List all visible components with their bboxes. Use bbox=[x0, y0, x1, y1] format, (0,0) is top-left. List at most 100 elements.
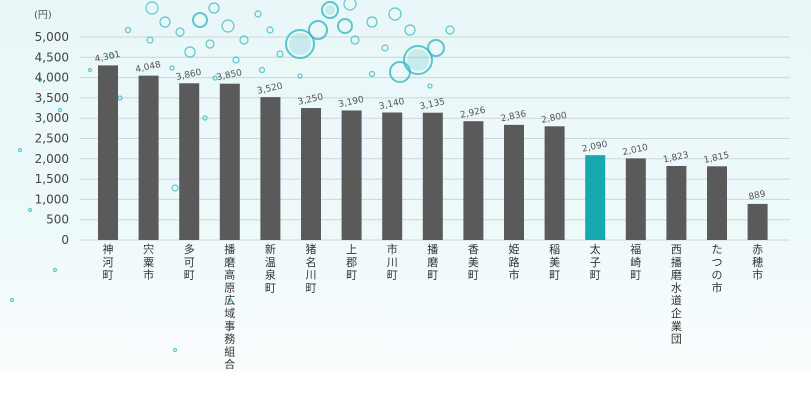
category-label: 太子町 bbox=[590, 243, 601, 282]
bubble bbox=[184, 46, 196, 58]
bubble bbox=[254, 10, 262, 18]
bars bbox=[98, 65, 768, 241]
bubble bbox=[208, 2, 220, 14]
y-tick-label: 0 bbox=[61, 233, 69, 247]
bubble bbox=[350, 35, 360, 45]
bubble bbox=[87, 67, 93, 73]
bubble bbox=[389, 61, 411, 83]
bubble bbox=[366, 16, 378, 28]
bubble bbox=[172, 347, 178, 353]
bubble bbox=[321, 1, 339, 19]
data-label: 3,850 bbox=[216, 68, 244, 83]
bubble bbox=[404, 24, 416, 36]
bubble bbox=[57, 107, 63, 113]
bar bbox=[504, 124, 524, 240]
bubble bbox=[17, 147, 23, 153]
y-tick-label: 500 bbox=[46, 213, 69, 227]
bar bbox=[98, 65, 118, 241]
data-label: 3,140 bbox=[378, 97, 406, 112]
bar bbox=[341, 110, 362, 241]
bubble bbox=[239, 35, 249, 45]
bubble bbox=[202, 115, 208, 121]
category-label: 姫路市 bbox=[509, 242, 520, 282]
data-label: 3,250 bbox=[297, 92, 325, 107]
category-label: 西播磨水道企業団 bbox=[671, 243, 682, 346]
y-tick-label: 3,000 bbox=[35, 111, 69, 125]
bubble bbox=[124, 26, 132, 34]
bubble bbox=[27, 207, 33, 213]
bar bbox=[301, 108, 321, 240]
bubble bbox=[388, 7, 402, 21]
category-label: 福崎町 bbox=[630, 242, 641, 282]
data-label: 2,836 bbox=[500, 109, 528, 124]
bar bbox=[463, 121, 484, 240]
data-label: 4,048 bbox=[135, 60, 163, 75]
bubble bbox=[52, 267, 58, 273]
category-label: 稲美町 bbox=[549, 243, 560, 282]
water-bubbles-decoration bbox=[9, 0, 455, 353]
data-label: 2,090 bbox=[581, 140, 609, 155]
bubble bbox=[175, 27, 185, 37]
bubble bbox=[9, 297, 15, 303]
bubble bbox=[221, 19, 235, 33]
category-label: 多可町 bbox=[184, 242, 195, 282]
bubble bbox=[308, 20, 328, 40]
category-label: 新温泉町 bbox=[265, 242, 276, 294]
bar bbox=[138, 75, 159, 240]
y-tick-label: 1,000 bbox=[35, 192, 69, 206]
bar bbox=[219, 83, 240, 240]
data-label: 3,860 bbox=[175, 68, 203, 83]
y-tick-label: 2,500 bbox=[35, 132, 69, 146]
bubble bbox=[192, 12, 208, 28]
category-label: 上郡町 bbox=[346, 243, 357, 282]
bar bbox=[666, 165, 687, 240]
bar bbox=[260, 97, 281, 240]
bar bbox=[544, 126, 565, 240]
y-tick-label: 5,000 bbox=[35, 30, 69, 44]
bar bbox=[707, 166, 727, 240]
bubble bbox=[169, 65, 175, 71]
data-label: 4,301 bbox=[94, 50, 121, 65]
bar bbox=[625, 158, 646, 240]
y-axis-ticks: 5,000 4,500 4,000 3,500 3,000 2,500 2,000 1,500… bbox=[35, 30, 69, 247]
bubble bbox=[445, 25, 455, 35]
bar bbox=[382, 112, 403, 240]
bar bbox=[747, 203, 768, 240]
data-label: 1,823 bbox=[662, 150, 689, 165]
bubble bbox=[212, 75, 218, 81]
bubble bbox=[343, 0, 357, 11]
bottom-white-band bbox=[0, 372, 811, 416]
bubble-fill bbox=[325, 5, 335, 15]
data-label: 1,815 bbox=[703, 151, 730, 166]
bubble bbox=[171, 184, 179, 192]
bubble-fill bbox=[407, 49, 429, 71]
bubble-fill bbox=[289, 33, 311, 55]
bubble bbox=[159, 16, 171, 28]
category-label: 宍粟市 bbox=[143, 242, 154, 282]
data-label: 3,190 bbox=[338, 95, 366, 110]
category-labels: 神河町 宍粟市 多可町 播磨高原広域事務組合 新温泉町 猪名川町 上郡町 市川町 播磨町 香美町 姫… bbox=[103, 242, 764, 371]
data-label: 3,520 bbox=[256, 82, 284, 97]
bar bbox=[179, 83, 200, 240]
data-label: 2,800 bbox=[541, 111, 569, 126]
bubble bbox=[258, 66, 266, 74]
bar bbox=[422, 112, 443, 240]
bubble bbox=[205, 39, 215, 49]
category-label: 香美町 bbox=[468, 243, 479, 282]
y-axis-unit-label: (円) bbox=[34, 10, 52, 21]
data-label: 889 bbox=[748, 189, 767, 202]
bubble bbox=[109, 53, 115, 59]
category-label: 猪名川町 bbox=[306, 243, 317, 294]
data-label: 2,010 bbox=[622, 143, 650, 158]
bubble bbox=[427, 83, 433, 89]
y-tick-label: 4,000 bbox=[35, 71, 69, 85]
bubble bbox=[297, 73, 303, 79]
bubble bbox=[285, 29, 315, 59]
bubble bbox=[266, 26, 274, 34]
y-tick-label: 4,500 bbox=[35, 50, 69, 64]
data-label: 3,135 bbox=[419, 97, 446, 112]
bubble bbox=[232, 56, 240, 64]
category-label: 赤穂市 bbox=[752, 243, 763, 282]
bubble bbox=[37, 77, 43, 83]
category-label: 播磨高原広域事務組合 bbox=[224, 242, 235, 371]
